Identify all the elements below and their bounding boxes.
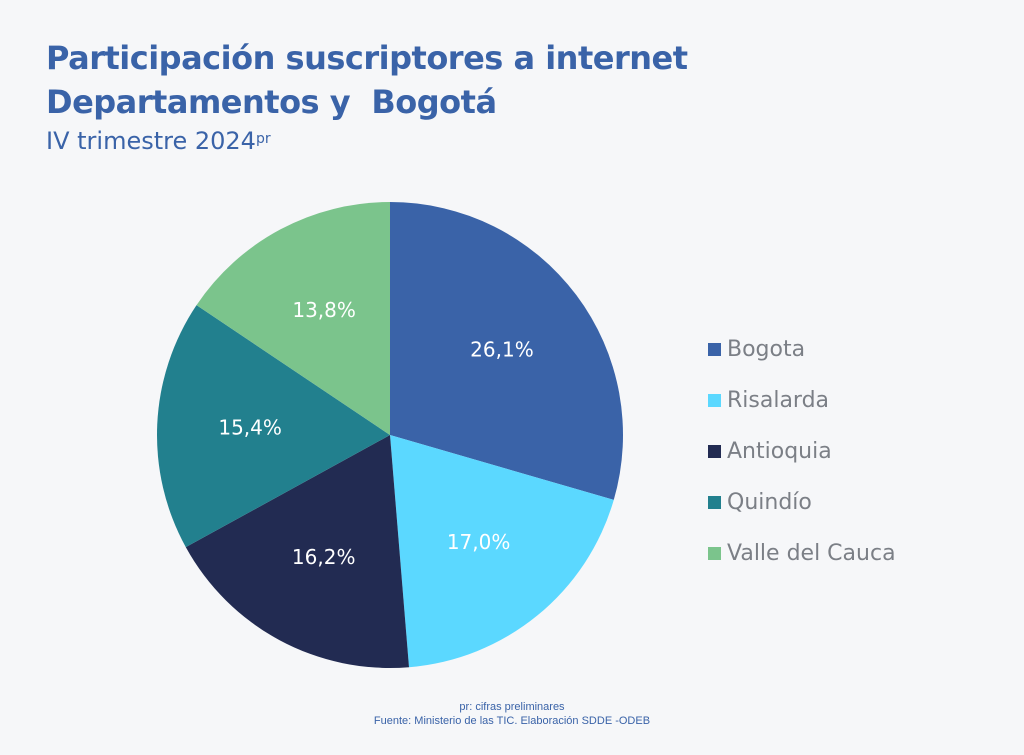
pie-data-label: 17,0% <box>447 530 511 554</box>
legend-item-quindio: Quindío <box>708 477 896 528</box>
source-note: Fuente: Ministerio de las TIC. Elaboraci… <box>373 715 651 727</box>
chart-legend: Bogota Risalarda Antioquia Quindío Valle… <box>708 324 896 579</box>
title-line-2: Departamentos y Bogotá <box>46 83 497 121</box>
legend-item-bogota: Bogota <box>708 324 896 375</box>
subtitle-superscript: pr <box>255 131 271 147</box>
legend-label: Antioquia <box>727 439 832 464</box>
chart-title: Participación suscriptores a internet De… <box>46 36 688 124</box>
subtitle-text: IV trimestre 2024 <box>46 127 256 155</box>
pie-slice-valle-del-cauca <box>196 202 390 435</box>
pie-slice-quindío <box>156 305 390 548</box>
legend-label: Bogota <box>727 337 806 362</box>
chart-subtitle: IV trimestre 2024pr <box>46 126 271 156</box>
pie-data-label: 13,8% <box>292 298 356 322</box>
legend-item-risalarda: Risalarda <box>708 375 896 426</box>
pie-slice-risalarda <box>390 435 614 668</box>
pie-data-label: 26,1% <box>470 337 534 361</box>
legend-label: Quindío <box>727 490 812 515</box>
pie-data-label: 15,4% <box>218 415 282 439</box>
title-line-1: Participación suscriptores a internet <box>46 39 688 77</box>
pie-data-label: 16,2% <box>292 545 356 569</box>
chart-footer: pr: cifras preliminares Fuente: Minister… <box>0 700 1024 728</box>
pie-slice-bogota <box>390 202 623 500</box>
legend-item-antioquia: Antioquia <box>708 426 896 477</box>
legend-swatch <box>708 547 721 560</box>
legend-swatch <box>708 496 721 509</box>
pie-slice-antioquia <box>185 435 410 668</box>
legend-swatch <box>708 445 721 458</box>
footnote: pr: cifras preliminares <box>459 701 565 713</box>
legend-swatch <box>708 343 721 356</box>
legend-item-valle-del-cauca: Valle del Cauca <box>708 528 896 579</box>
legend-swatch <box>708 394 721 407</box>
legend-label: Valle del Cauca <box>727 541 896 566</box>
legend-label: Risalarda <box>727 388 830 413</box>
